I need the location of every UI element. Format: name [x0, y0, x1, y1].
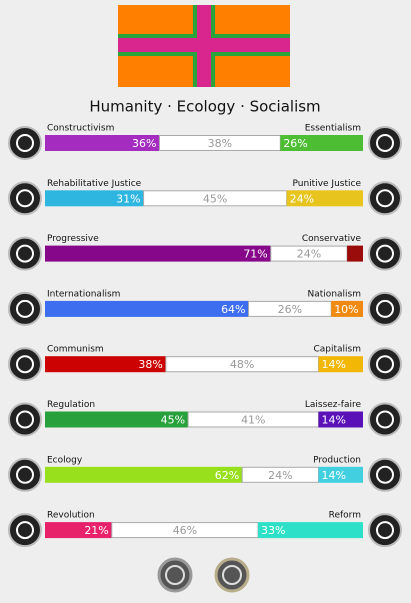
- axis-icon-emblem: [16, 465, 34, 484]
- right-label: Punitive Justice: [293, 179, 362, 189]
- right-percent: 33%: [261, 524, 285, 537]
- axis-icon: [8, 457, 42, 492]
- left-label: Revolution: [47, 511, 95, 521]
- right-label: Reform: [329, 511, 361, 521]
- left-label: Progressive: [47, 234, 99, 244]
- left-percent: 71%: [243, 248, 267, 261]
- axis-icon: [368, 181, 402, 216]
- axis-icon-emblem: [16, 521, 34, 540]
- right-bar: [286, 190, 363, 207]
- axis-icon-emblem: [16, 355, 34, 374]
- axis-icon-emblem: [376, 355, 394, 374]
- left-bar: [45, 300, 249, 317]
- axis-icon-emblem: [376, 189, 394, 208]
- right-label: Essentialism: [305, 124, 361, 134]
- middle-percent: 46%: [173, 524, 197, 537]
- axis-icon-emblem: [376, 465, 394, 484]
- axis-icon: [368, 402, 402, 437]
- axis-icon-emblem: [16, 299, 34, 318]
- axis-icon-emblem: [376, 244, 394, 263]
- left-percent: 45%: [161, 414, 185, 427]
- left-percent: 21%: [84, 524, 108, 537]
- axis-icon: [368, 457, 402, 492]
- right-bar: [280, 135, 363, 151]
- right-label: Production: [313, 455, 361, 465]
- right-percent: 24%: [290, 192, 314, 205]
- middle-percent: 26%: [278, 303, 302, 316]
- left-label: Internationalism: [47, 289, 120, 299]
- middle-percent: 41%: [241, 414, 265, 427]
- left-label: Ecology: [47, 455, 83, 465]
- axis-icon: [8, 236, 42, 271]
- axis-icon: [8, 347, 42, 382]
- axis-icon-emblem: [16, 134, 34, 152]
- axis-icon: [8, 126, 42, 160]
- right-bar: [318, 411, 363, 428]
- axis-icon: [368, 126, 402, 160]
- axis-icon-emblem: [376, 410, 394, 429]
- left-label: Regulation: [47, 400, 95, 410]
- left-bar: [45, 411, 189, 428]
- middle-percent: 38%: [208, 137, 232, 150]
- right-percent: 14%: [321, 414, 345, 427]
- bottom-icons: [157, 557, 250, 593]
- left-percent: 31%: [116, 192, 140, 205]
- left-bar: [45, 245, 271, 262]
- right-label: Capitalism: [313, 345, 361, 355]
- right-percent: 10%: [334, 303, 358, 316]
- middle-percent: 48%: [230, 358, 254, 371]
- axis-icon: [368, 347, 402, 382]
- right-label: Conservative: [302, 234, 362, 244]
- right-percent: 14%: [321, 469, 345, 482]
- right-percent: 14%: [321, 358, 345, 371]
- axis-icon: [8, 513, 42, 548]
- left-bar: [45, 466, 243, 483]
- axis-icon: [8, 402, 42, 437]
- axis-icon-emblem: [16, 189, 34, 208]
- axis-icon: [8, 291, 42, 326]
- middle-percent: 24%: [297, 248, 321, 261]
- middle-percent: 24%: [268, 469, 292, 482]
- left-percent: 38%: [138, 358, 162, 371]
- right-label: Laissez-faire: [305, 400, 362, 410]
- motto: Humanity · Ecology · Socialism: [89, 98, 320, 116]
- left-bar: [45, 356, 166, 373]
- axis-icon: [8, 181, 42, 216]
- axis-icon-emblem: [16, 410, 34, 429]
- left-bar: [45, 190, 144, 207]
- left-label: Communism: [47, 345, 104, 355]
- left-percent: 36%: [132, 137, 156, 150]
- left-bar: [45, 135, 160, 151]
- right-bar: [318, 356, 363, 373]
- axis-icon-emblem: [376, 521, 394, 540]
- axis-icon: [368, 291, 402, 326]
- left-percent: 62%: [215, 469, 239, 482]
- axis-icon-emblem: [376, 299, 394, 318]
- right-bar: [331, 300, 363, 317]
- right-bar: [347, 245, 363, 262]
- middle-percent: 45%: [203, 192, 227, 205]
- right-percent: 26%: [283, 137, 307, 150]
- flag: [118, 5, 290, 87]
- middle-bar: [165, 356, 319, 373]
- axis-icon-emblem: [16, 244, 34, 263]
- right-bar: [258, 522, 363, 539]
- left-label: Constructivism: [47, 124, 114, 134]
- left-bar: [45, 522, 112, 539]
- left-percent: 64%: [221, 303, 245, 316]
- axis-icon: [368, 513, 402, 548]
- right-bar: [318, 466, 363, 483]
- axis-icon: [368, 236, 402, 271]
- left-label: Rehabilitative Justice: [47, 179, 142, 189]
- right-label: Nationalism: [308, 289, 361, 299]
- axis-icon-emblem: [376, 134, 394, 152]
